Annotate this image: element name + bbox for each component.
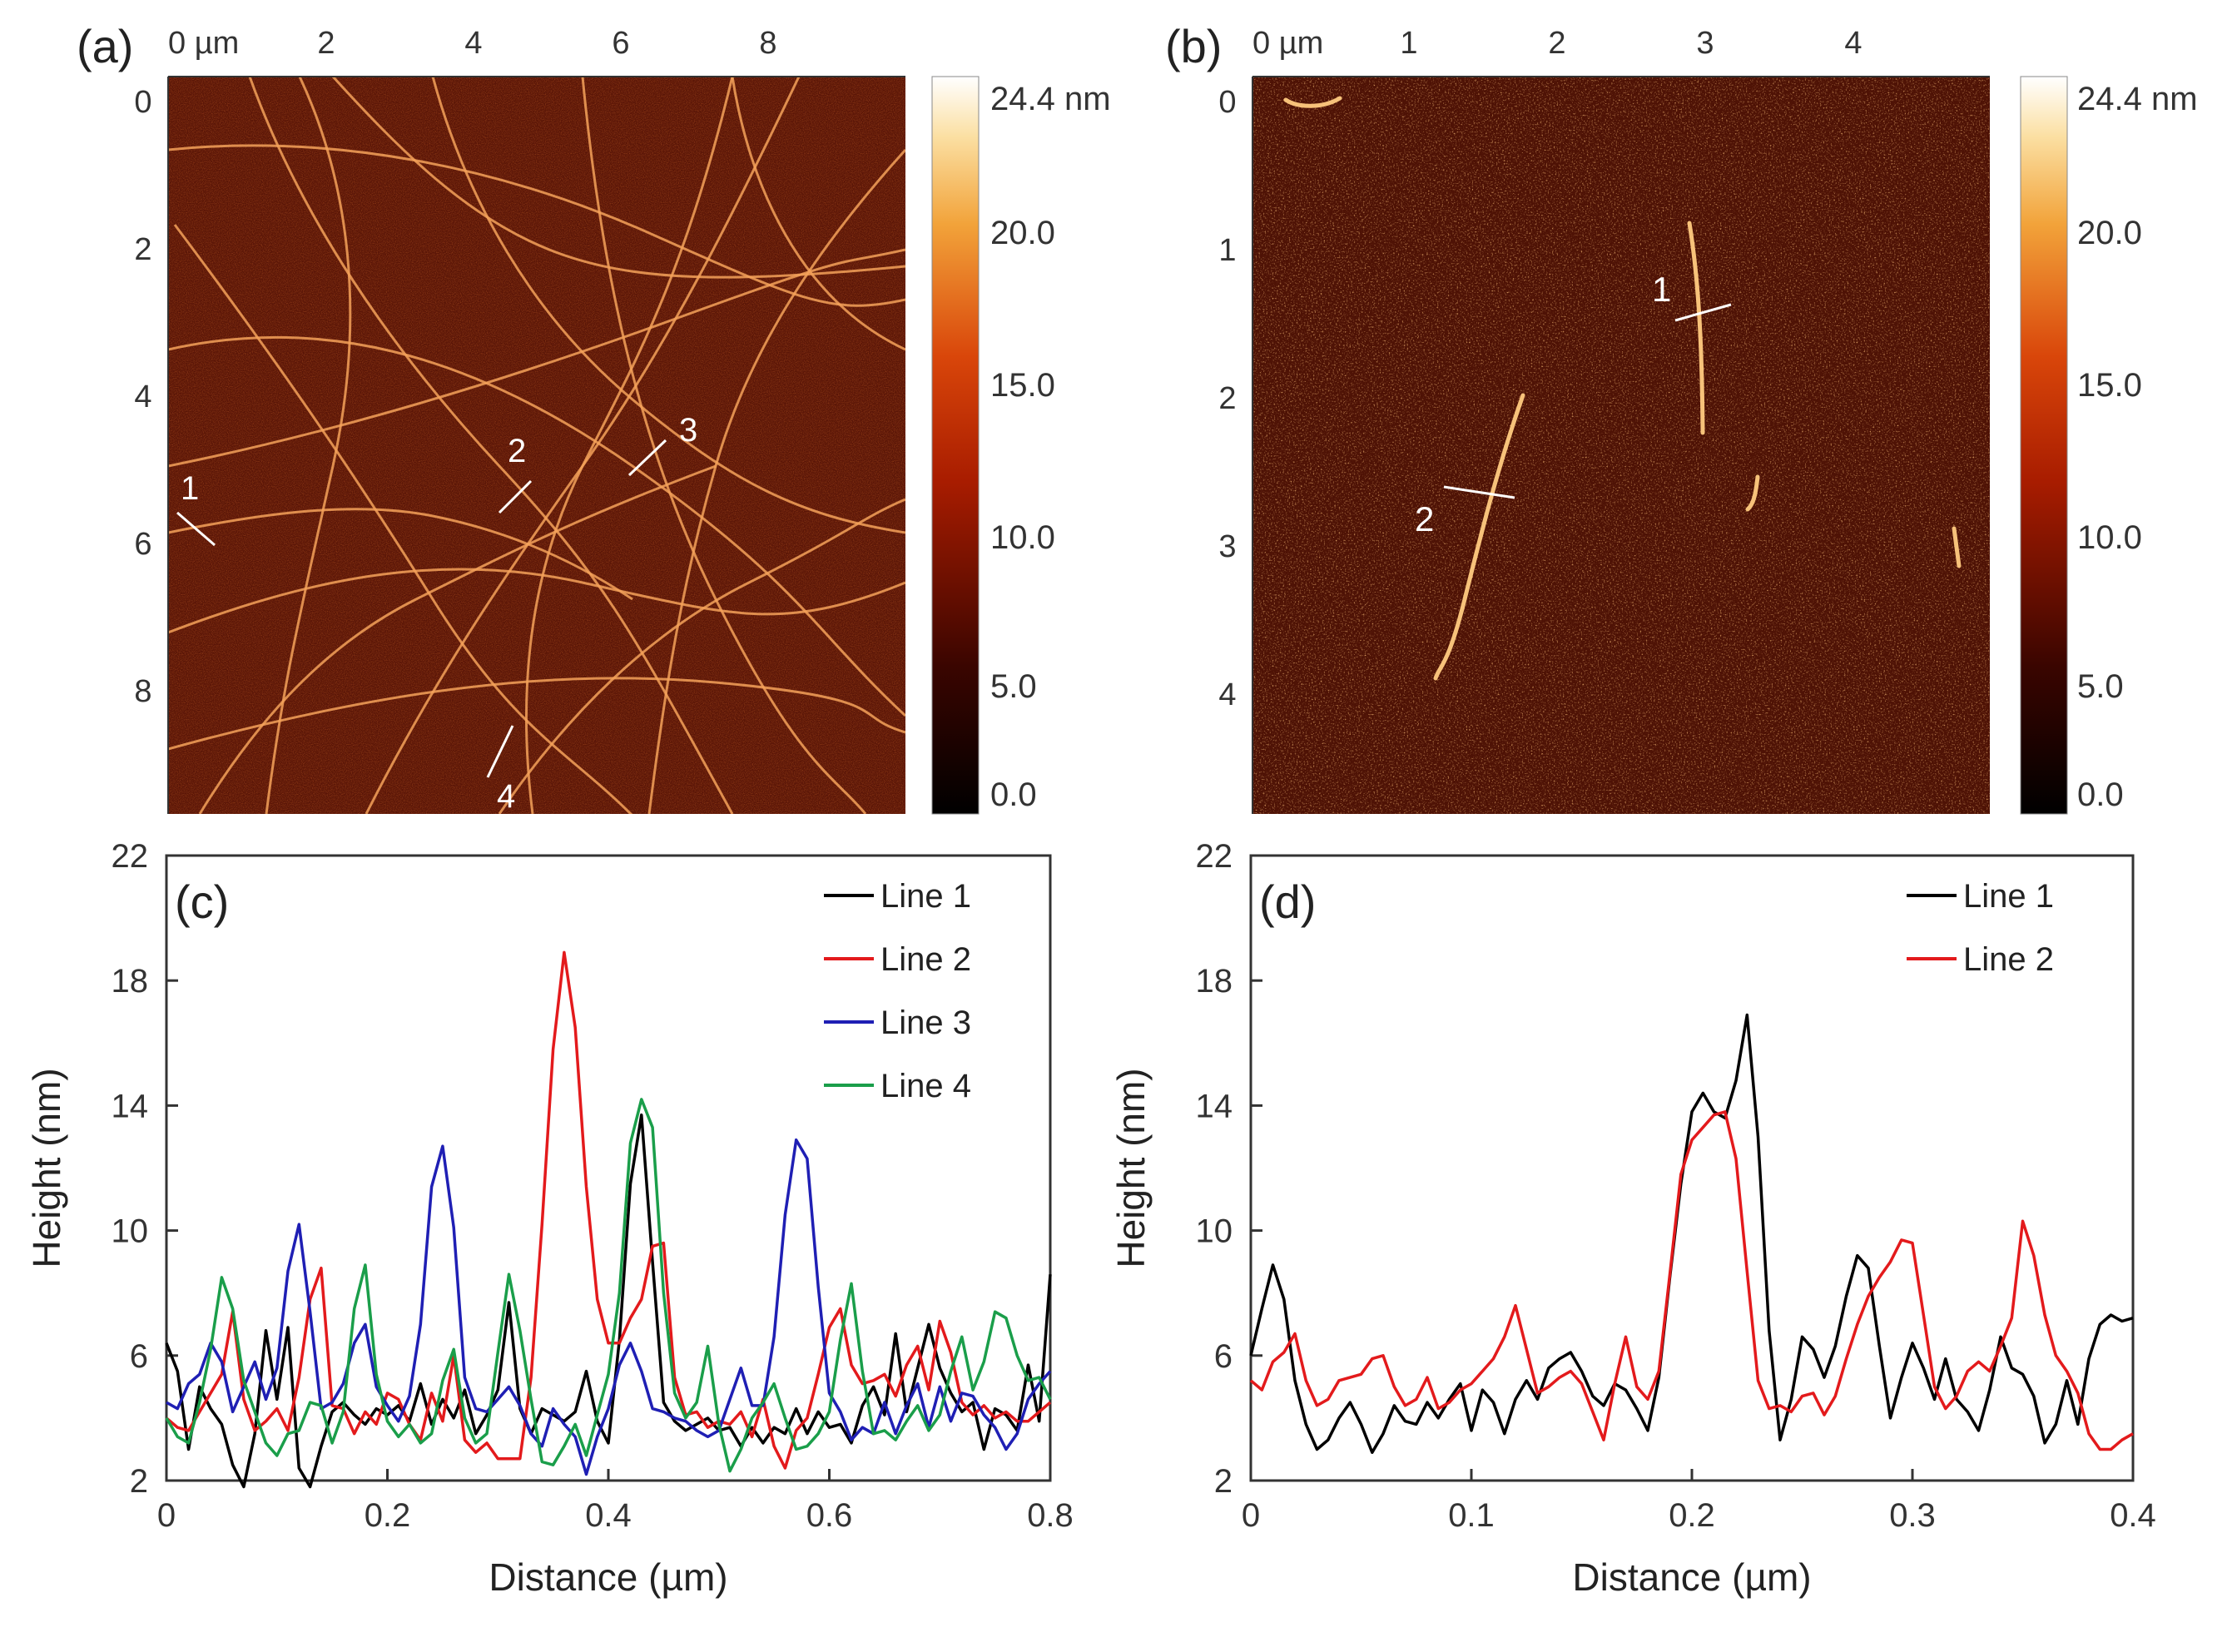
series-line-c-2: [165, 950, 1052, 1470]
top-axis-b: 0 µm 1 2 3 4: [1252, 26, 1990, 77]
x-tick-b-3: 3: [1696, 26, 1714, 61]
fibrils-b: [1283, 96, 1962, 681]
legend-label-c-4: Line 4: [880, 1068, 971, 1104]
legend-label-c-1: Line 1: [880, 878, 971, 915]
y-tick-label-c-5: 22: [112, 838, 149, 875]
series-line-d-1: [1249, 1013, 2134, 1454]
x-tick-label-d-1: 0.1: [1448, 1497, 1495, 1534]
x-tick-a-8: 8: [759, 26, 776, 61]
profile-lines-b: [1443, 303, 1732, 499]
colorbar-b-tick-10: 10.0: [2077, 519, 2142, 556]
colorbar-b-max: 24.4 nm: [2077, 81, 2198, 117]
panel-label-d: (d): [1259, 876, 1316, 928]
legend-label-d-2: Line 2: [1963, 941, 2054, 978]
left-axis-a: 0 2 4 6 8: [134, 77, 169, 814]
afm-image-a: 1 2 3 4: [168, 77, 905, 815]
x-tick-b-1: 1: [1400, 26, 1417, 61]
x-tick-a-0: 0 µm: [168, 26, 239, 61]
y-tick-a-0: 0: [134, 85, 151, 120]
panel-label-c: (c): [175, 876, 229, 928]
colorbar-a-tick-5: 5.0: [990, 668, 1037, 705]
series-line-c-3: [166, 1138, 1052, 1476]
colorbar-b-tick-0: 0.0: [2077, 776, 2124, 813]
afm-panel-a: (a): [77, 20, 1111, 815]
x-tick-label-d-4: 0.4: [2110, 1497, 2156, 1534]
y-axis-label-c: Height (nm): [25, 1068, 68, 1268]
y-tick-label-c-4: 18: [112, 963, 149, 1000]
x-axis-label-c: Distance (µm): [489, 1555, 727, 1599]
x-tick-b-4: 4: [1844, 26, 1862, 61]
y-tick-label-d-0: 2: [1214, 1463, 1233, 1500]
y-tick-a-2: 2: [134, 232, 151, 267]
y-axis-label-d: Height (nm): [1109, 1068, 1153, 1268]
x-tick-label-d-2: 0.2: [1669, 1497, 1715, 1534]
colorbar-a: 24.4 nm 20.0 15.0 10.0 5.0 0.0: [931, 76, 1111, 815]
legend-label-d-1: Line 1: [1963, 878, 2054, 915]
x-axis-label-d: Distance (µm): [1572, 1555, 1811, 1599]
colorbar-a-tick-0: 0.0: [990, 776, 1037, 813]
legend-label-c-3: Line 3: [880, 1005, 971, 1041]
y-tick-b-0: 0: [1218, 85, 1236, 120]
series-line-c-1: [165, 1113, 1052, 1489]
y-tick-label-d-4: 18: [1196, 963, 1233, 1000]
x-tick-b-0: 0 µm: [1252, 26, 1323, 61]
colorbar-a-tick-10: 10.0: [990, 519, 1055, 556]
x-tick-label-d-0: 0: [1242, 1497, 1260, 1534]
x-tick-label-c-0: 0: [157, 1497, 176, 1534]
profile-label-a-4: 4: [497, 778, 515, 815]
x-tick-a-6: 6: [612, 26, 629, 61]
y-tick-label-c-2: 10: [112, 1213, 149, 1250]
series-line-c-4: [165, 1098, 1052, 1473]
y-tick-label-c-3: 14: [112, 1088, 149, 1124]
left-axis-b: 0 1 2 3 4: [1218, 77, 1253, 814]
panel-a-label: (a): [77, 20, 133, 72]
x-tick-label-c-1: 0.2: [365, 1497, 411, 1534]
y-tick-a-8: 8: [134, 674, 151, 709]
x-tick-label-c-3: 0.6: [806, 1497, 853, 1534]
profile-label-a-3: 3: [679, 412, 697, 449]
line-chart-c: 0 0.2 0.4 0.6 0.8 2 6 10 14 18 22 Distance (µm) Heig…: [25, 838, 1074, 1599]
y-tick-label-c-0: 2: [130, 1463, 148, 1500]
colorbar-a-tick-20: 20.0: [990, 215, 1055, 251]
y-tick-label-d-3: 14: [1196, 1088, 1233, 1124]
colorbar-a-tick-15: 15.0: [990, 367, 1055, 404]
y-tick-label-d-5: 22: [1196, 838, 1233, 875]
profile-label-b-1: 1: [1652, 270, 1671, 309]
colorbar-b-tick-20: 20.0: [2077, 215, 2142, 251]
colorbar-b: 24.4 nm 20.0 15.0 10.0 5.0 0.0: [2020, 76, 2198, 815]
y-tick-b-4: 4: [1218, 677, 1236, 712]
y-tick-a-6: 6: [134, 527, 151, 562]
x-tick-label-d-3: 0.3: [1889, 1497, 1936, 1534]
x-tick-label-c-2: 0.4: [585, 1497, 632, 1534]
y-tick-label-c-1: 6: [130, 1338, 148, 1375]
series-line-d-2: [1249, 1110, 2134, 1451]
afm-image-b: 1 2: [1252, 77, 1990, 814]
y-tick-b-3: 3: [1218, 529, 1236, 564]
profile-label-a-2: 2: [508, 433, 526, 469]
x-tick-b-2: 2: [1548, 26, 1565, 61]
x-tick-a-4: 4: [464, 26, 482, 61]
y-tick-a-4: 4: [134, 380, 151, 414]
colorbar-a-max: 24.4 nm: [990, 81, 1111, 117]
y-tick-label-d-1: 6: [1214, 1338, 1233, 1375]
profile-label-a-1: 1: [181, 470, 199, 507]
profile-lines-a: [176, 439, 667, 778]
x-tick-a-2: 2: [317, 26, 335, 61]
line-chart-d: 0 0.1 0.2 0.3 0.4 2 6 10 14 18 22 Distance (µm) Heig…: [1109, 838, 2156, 1599]
y-tick-label-d-2: 10: [1196, 1213, 1233, 1250]
y-tick-b-2: 2: [1218, 381, 1236, 416]
legend-label-c-2: Line 2: [880, 941, 971, 978]
colorbar-b-tick-15: 15.0: [2077, 367, 2142, 404]
x-tick-label-c-4: 0.8: [1027, 1497, 1074, 1534]
profile-label-b-2: 2: [1415, 499, 1434, 538]
plot-area-d: [1249, 854, 2135, 1482]
top-axis-a: 0 µm 2 4 6 8: [168, 26, 905, 77]
panel-b-label: (b): [1165, 20, 1222, 72]
afm-panel-b: (b) 1 2 0 µm: [1165, 20, 2198, 815]
colorbar-b-tick-5: 5.0: [2077, 668, 2124, 705]
fibrils-a: [168, 77, 905, 814]
y-tick-b-1: 1: [1218, 233, 1236, 268]
